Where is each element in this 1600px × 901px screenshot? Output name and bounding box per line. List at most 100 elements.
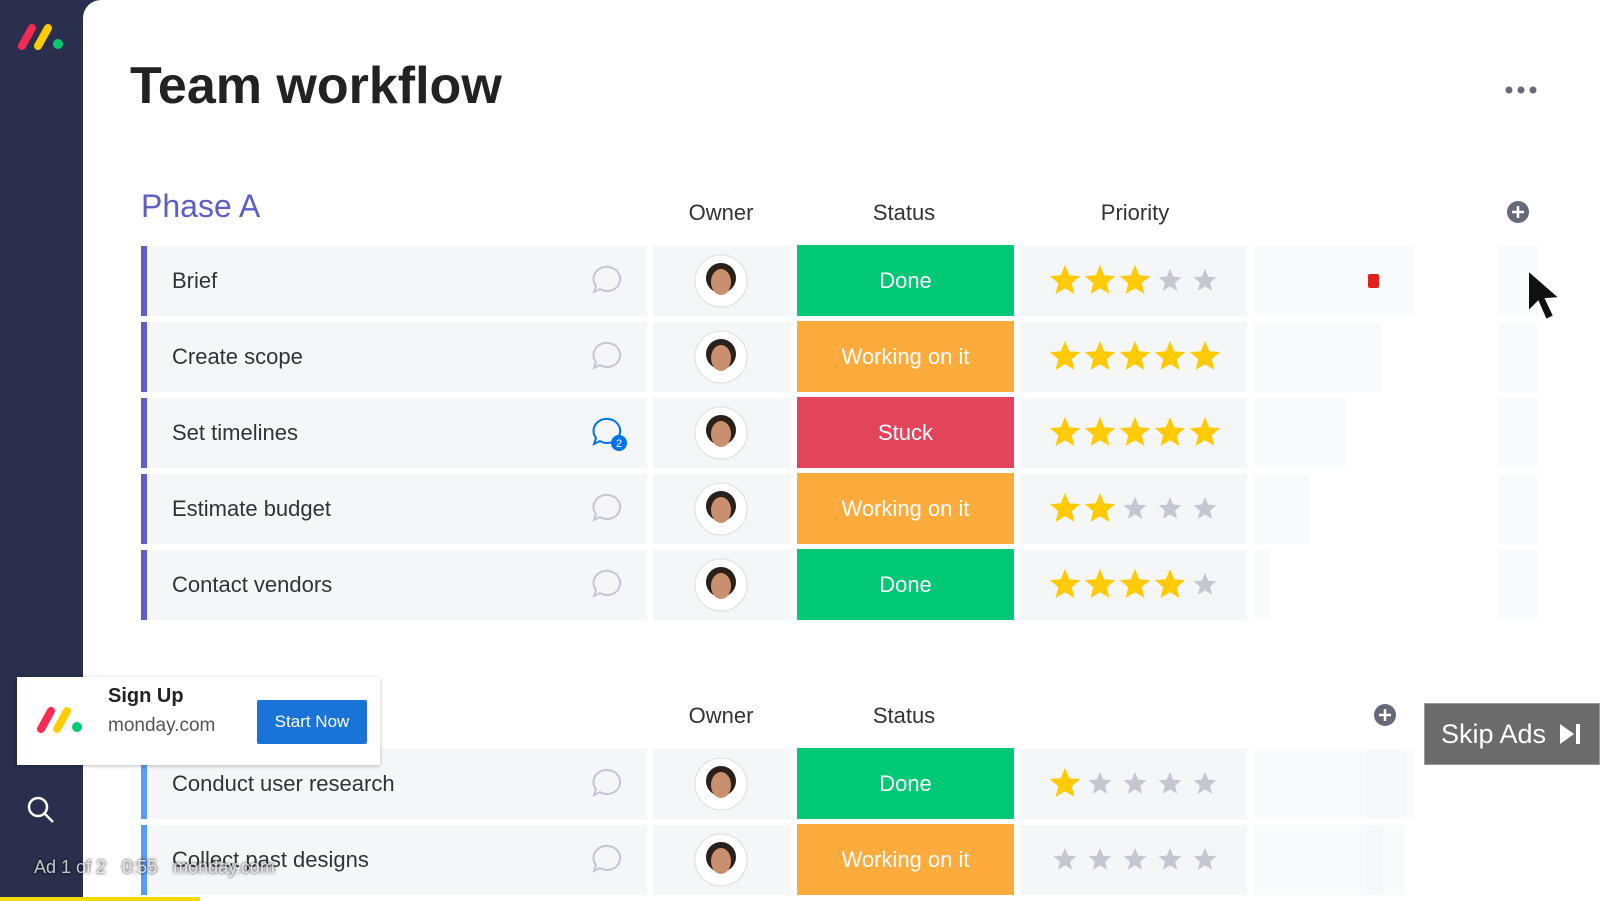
priority-stars xyxy=(1049,341,1221,370)
extra-cell xyxy=(1498,550,1538,620)
column-header: Owner xyxy=(688,703,754,728)
more-menu[interactable] xyxy=(1503,84,1539,96)
add-column[interactable] xyxy=(1506,200,1530,224)
status-cell: Done xyxy=(797,245,1014,316)
status-cell: Working on it xyxy=(797,321,1014,392)
avatar-face xyxy=(711,772,731,798)
owner-avatar xyxy=(694,757,748,811)
extra-cell xyxy=(1254,246,1414,316)
star xyxy=(1049,417,1081,446)
item-cell xyxy=(141,474,647,544)
ad-footer-text: monday.com xyxy=(173,857,275,877)
column-header: Priority xyxy=(1100,200,1170,225)
star xyxy=(1084,569,1116,598)
item-cell xyxy=(141,825,647,895)
star xyxy=(1154,569,1186,598)
status-cell: Working on it xyxy=(797,824,1014,895)
search-icon[interactable] xyxy=(26,795,56,825)
skip-ads[interactable]: Skip Ads xyxy=(1424,703,1600,765)
star xyxy=(1084,493,1116,522)
owner-avatar xyxy=(694,558,748,612)
item-name: Conduct user research xyxy=(172,771,395,796)
group-title: Phase A xyxy=(141,188,261,224)
comment-icon[interactable] xyxy=(590,565,630,605)
item-name: Collect past designs xyxy=(172,847,369,872)
cursor xyxy=(1527,268,1563,322)
star xyxy=(1189,341,1221,370)
bubble xyxy=(592,768,622,797)
priority-stars xyxy=(1049,417,1221,446)
comment-icon[interactable] xyxy=(590,489,630,529)
avatar-face xyxy=(711,573,731,599)
owner-avatar xyxy=(694,406,748,460)
item-name: Brief xyxy=(172,268,218,293)
bubble xyxy=(592,493,622,522)
avatar-face xyxy=(711,269,731,295)
avatar-face xyxy=(711,421,731,447)
comment-icon[interactable]: 2 xyxy=(590,413,630,453)
item-name: Estimate budget xyxy=(172,496,331,521)
priority-stars xyxy=(1049,493,1217,522)
status-cell: Working on it xyxy=(797,473,1014,544)
star xyxy=(1193,269,1217,291)
plus-sign xyxy=(1512,206,1524,218)
ad-footer-text: Ad 1 of 2 xyxy=(34,857,107,877)
comment-badge xyxy=(611,435,627,451)
board-title: Team workflow xyxy=(130,57,502,115)
owner-avatar xyxy=(694,330,748,384)
plus-sign xyxy=(1379,709,1391,721)
ad-footer: Ad 1 of 2 0:55 monday.com xyxy=(34,857,275,878)
star xyxy=(1158,772,1182,794)
priority-stars xyxy=(1049,569,1217,598)
item-cell xyxy=(141,398,647,468)
star xyxy=(1053,848,1077,870)
progress-bar xyxy=(0,897,200,901)
extra-cell xyxy=(1365,749,1405,819)
item-name: Create scope xyxy=(172,344,303,369)
ad-domain: monday.com xyxy=(108,715,216,736)
avatar-face xyxy=(711,345,731,371)
item-name: Set timelines xyxy=(172,420,298,445)
skip-icon xyxy=(1560,724,1581,744)
add-column[interactable] xyxy=(1373,703,1397,727)
column-header: Owner xyxy=(688,200,754,225)
star xyxy=(1189,417,1221,446)
status-cell: Done xyxy=(797,748,1014,819)
column-header: Status xyxy=(872,703,936,728)
star xyxy=(1123,848,1147,870)
bubble xyxy=(592,341,622,370)
ad-button[interactable]: Start Now xyxy=(257,700,367,744)
priority-stars xyxy=(1049,768,1217,797)
bubble xyxy=(592,417,622,446)
star xyxy=(1158,269,1182,291)
status-cell: Stuck xyxy=(797,397,1014,468)
star xyxy=(1158,497,1182,519)
star xyxy=(1154,341,1186,370)
comment-icon[interactable] xyxy=(590,840,630,880)
extra-cell xyxy=(1254,474,1310,544)
comment-icon[interactable] xyxy=(590,764,630,804)
extra-cell xyxy=(1365,825,1405,895)
star xyxy=(1154,417,1186,446)
extra-cell xyxy=(1254,322,1382,392)
star xyxy=(1084,417,1116,446)
item-cell xyxy=(141,322,647,392)
item-cell xyxy=(141,246,647,316)
bubble xyxy=(592,265,622,294)
ad-card: Sign Up monday.com Start Now xyxy=(17,677,380,765)
star xyxy=(1123,772,1147,794)
star xyxy=(1119,417,1151,446)
star xyxy=(1193,573,1217,595)
priority-stars xyxy=(1053,848,1217,870)
comment-icon[interactable] xyxy=(590,337,630,377)
logo xyxy=(18,24,63,50)
extra-cell xyxy=(1254,398,1346,468)
comment-icon[interactable] xyxy=(590,261,630,301)
star xyxy=(1049,341,1081,370)
star xyxy=(1084,341,1116,370)
avatar-face xyxy=(711,497,731,523)
star xyxy=(1193,772,1217,794)
bubble xyxy=(592,844,622,873)
